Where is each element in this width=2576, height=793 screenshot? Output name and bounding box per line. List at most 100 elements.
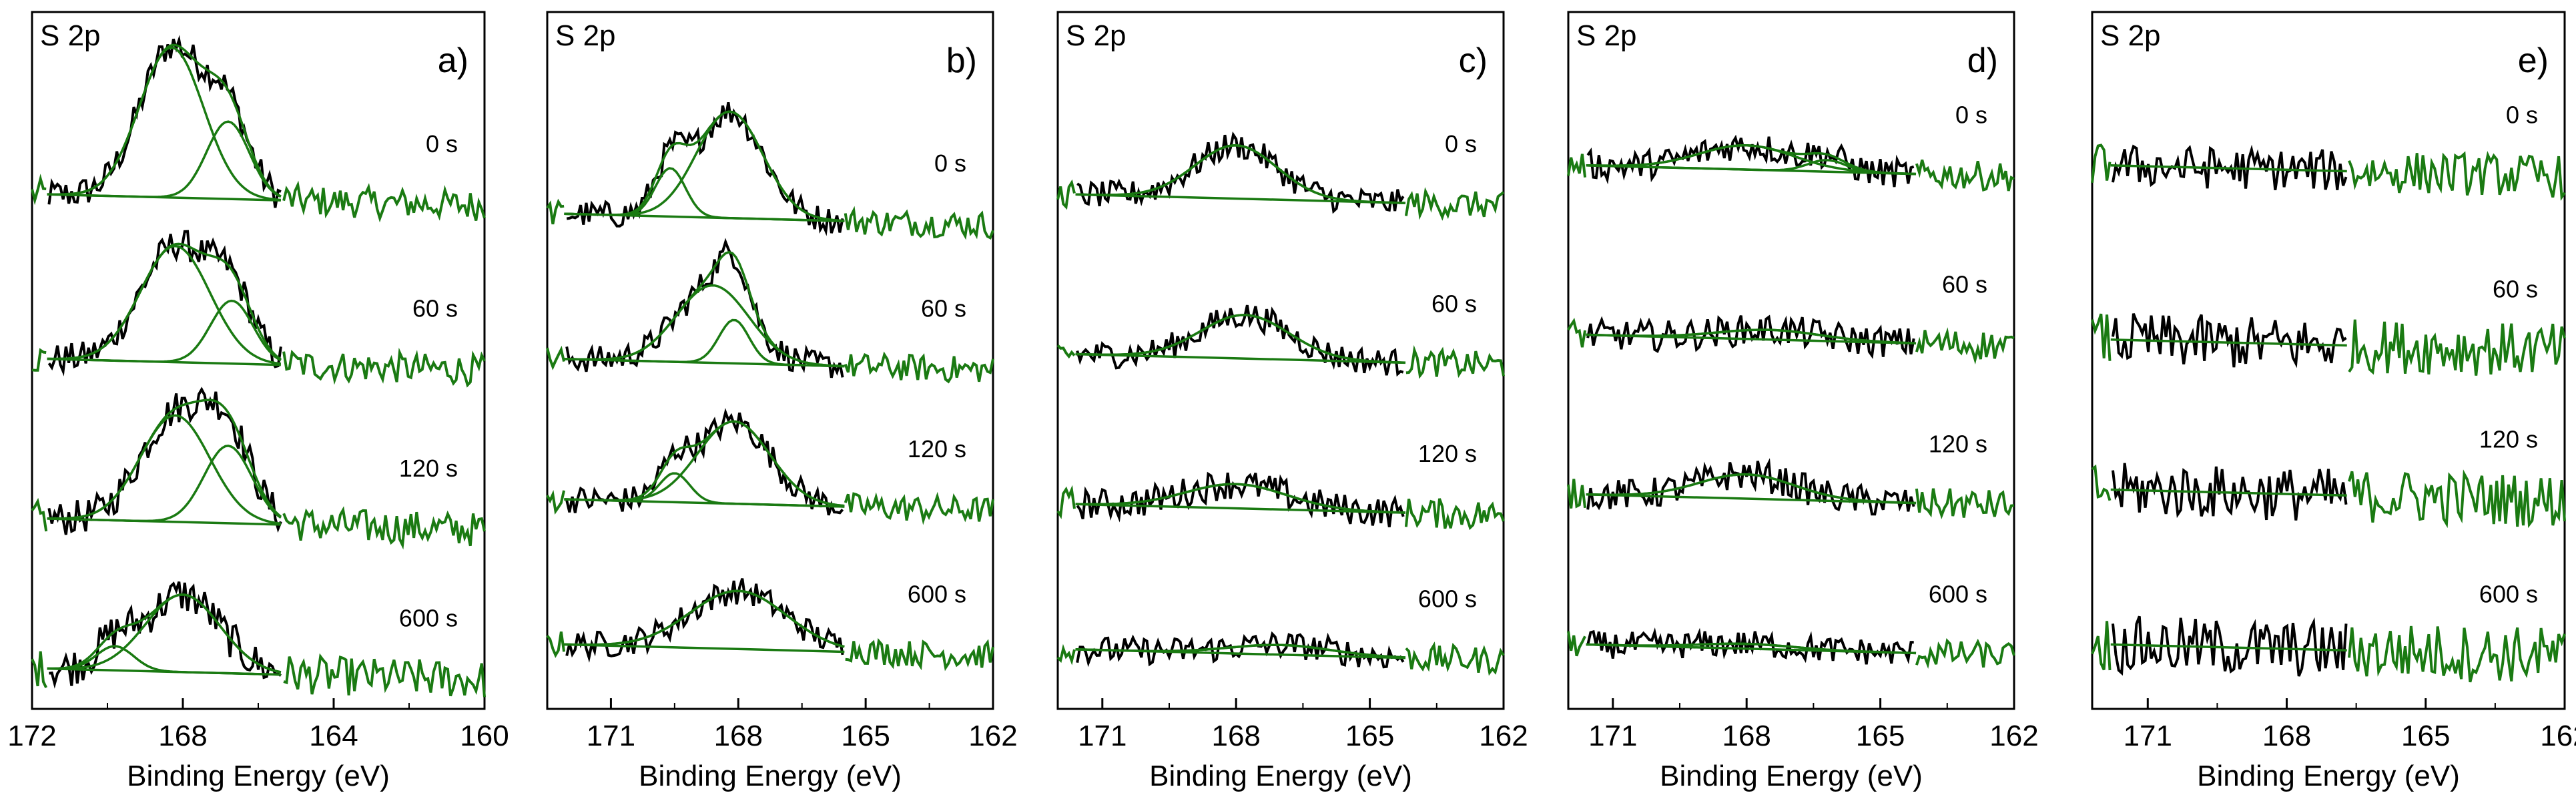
- spectrum-tail-trace: [1915, 638, 2015, 670]
- x-tick-label: 172: [7, 720, 56, 752]
- spectrum-tail-trace: [1567, 154, 1587, 178]
- spectrum-raw-trace: [47, 386, 282, 535]
- fit-background: [2110, 164, 2347, 173]
- spectrum-tail-trace: [1567, 318, 1587, 348]
- spectrum-tail-trace: [1056, 643, 1076, 666]
- time-label: 600 s: [399, 605, 458, 632]
- spectrum-tail-trace: [1567, 631, 1586, 657]
- spectrum-tail-trace: [844, 206, 994, 240]
- spectrum-tail-trace: [2091, 621, 2112, 671]
- time-label: 120 s: [908, 435, 966, 463]
- fit-background: [1075, 352, 1406, 364]
- time-label: 60 s: [1942, 270, 1987, 298]
- spectrum-tail-trace: [844, 351, 994, 384]
- fit-envelope: [47, 242, 282, 360]
- fit-background: [564, 643, 845, 653]
- plot-frame: [2091, 11, 2566, 710]
- time-label: 60 s: [921, 295, 966, 322]
- fit-envelope: [1075, 483, 1406, 514]
- spectrum-tail-trace: [844, 491, 994, 525]
- spectrum-raw-trace: [1076, 471, 1405, 527]
- fit-component: [47, 445, 282, 523]
- x-tick-label: 171: [1078, 720, 1126, 752]
- spectrum-raw-trace: [49, 581, 282, 689]
- time-label: 0 s: [426, 130, 458, 158]
- spectrum-tail-trace: [1056, 344, 1076, 359]
- spectrum-tail-trace: [546, 198, 565, 225]
- fit-component: [47, 593, 282, 674]
- x-tick-label: 164: [309, 720, 358, 752]
- spectrum-raw-trace: [47, 35, 282, 208]
- x-axis-label: Binding Energy (eV): [2197, 760, 2460, 792]
- fit-envelope: [47, 399, 282, 520]
- panel-letter: d): [1967, 41, 1998, 80]
- x-axis-label: Binding Energy (eV): [639, 760, 902, 792]
- x-axis-label: Binding Energy (eV): [1660, 760, 1923, 792]
- fit-component: [564, 318, 845, 368]
- fit-component: [564, 167, 845, 222]
- spectrum-raw-trace: [2112, 144, 2348, 190]
- chart-panel: S 2p a) 172 168 164 160 Binding Energy (eV) 0 s…: [7, 11, 509, 792]
- spectrum-tail-trace: [1567, 479, 1587, 509]
- spectrum-raw-trace: [47, 230, 282, 376]
- x-tick-label: 165: [1856, 720, 1905, 752]
- fit-envelope: [1586, 144, 1917, 176]
- time-label: 60 s: [1431, 290, 1477, 317]
- spectrum-tail-trace: [283, 653, 486, 698]
- x-tick-label: 162: [968, 720, 1017, 752]
- spectrum-raw-trace: [2112, 463, 2348, 521]
- time-label: 600 s: [1929, 580, 1987, 607]
- panel-letter: c): [1459, 41, 1488, 80]
- fit-envelope: [1075, 314, 1406, 364]
- spectrum-tail-trace: [1404, 187, 1505, 221]
- spectrum-tail-trace: [546, 489, 566, 515]
- panel-letter: e): [2518, 41, 2549, 80]
- spectrum-tail-trace: [31, 348, 47, 372]
- time-label: 120 s: [399, 455, 458, 482]
- spectrum-tail-trace: [282, 180, 486, 223]
- spectrum-tail-trace: [1405, 344, 1505, 379]
- spectrum-tail-trace: [845, 637, 994, 672]
- fit-component: [564, 284, 845, 368]
- fit-background: [2110, 643, 2347, 651]
- fit-envelope: [564, 110, 845, 222]
- spectrum-tail-trace: [2348, 625, 2566, 683]
- fit-component: [47, 46, 282, 202]
- fit-component: [47, 120, 282, 198]
- x-axis-label: Binding Energy (eV): [127, 760, 390, 792]
- x-tick-label: 168: [2262, 720, 2311, 752]
- spectrum-tail-trace: [1056, 485, 1076, 519]
- chart-panel: S 2p e) 171 168 165 162 Binding Energy (eV) 0 s…: [2091, 11, 2576, 792]
- time-label: 120 s: [2479, 425, 2538, 453]
- x-axis-label: Binding Energy (eV): [1149, 760, 1412, 792]
- spectrum-tail-trace: [1915, 159, 2015, 192]
- spectrum-raw-trace: [565, 408, 844, 516]
- plot-frame: [1056, 11, 1505, 710]
- fit-envelope: [1586, 473, 1917, 505]
- fit-background: [1586, 493, 1917, 505]
- x-tick-label: 171: [1588, 720, 1637, 752]
- spectrum-tail-trace: [1056, 179, 1076, 210]
- spectrum-tail-trace: [2348, 319, 2566, 376]
- fit-component: [47, 645, 281, 676]
- fit-envelope: [564, 250, 845, 368]
- element-label: S 2p: [2100, 19, 2161, 52]
- fit-envelope: [564, 420, 845, 507]
- fit-envelope: [1075, 643, 1406, 659]
- x-tick-label: 162: [1479, 720, 1528, 752]
- element-label: S 2p: [1576, 19, 1637, 52]
- time-label: 600 s: [1418, 585, 1477, 613]
- spectrum-raw-trace: [1586, 134, 1915, 188]
- x-tick-label: 171: [2124, 720, 2172, 752]
- fit-envelope: [1586, 642, 1917, 655]
- x-tick-label: 168: [1211, 720, 1260, 752]
- spectrum-tail-trace: [2091, 144, 2112, 184]
- x-tick-label: 168: [714, 720, 763, 752]
- time-label: 0 s: [1445, 130, 1477, 158]
- time-label: 0 s: [934, 150, 966, 177]
- spectrum-tail-trace: [1915, 327, 2015, 365]
- x-tick-label: 162: [1989, 720, 2038, 752]
- time-label: 60 s: [2493, 276, 2538, 303]
- spectrum-raw-trace: [565, 578, 844, 663]
